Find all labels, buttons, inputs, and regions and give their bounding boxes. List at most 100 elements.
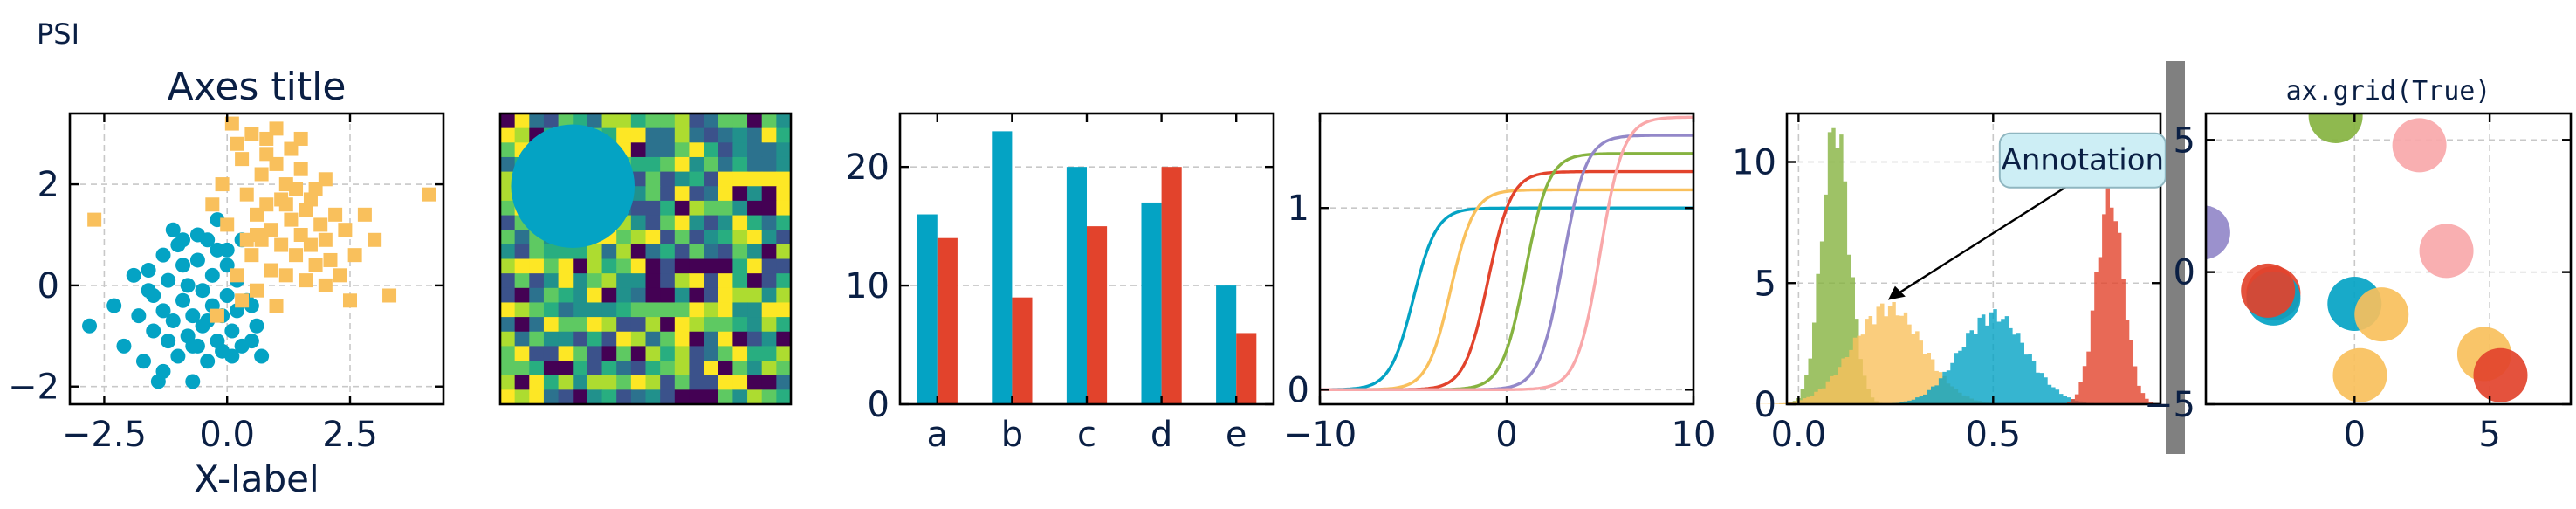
heatmap-cell xyxy=(747,361,763,376)
heatmap-cell xyxy=(630,273,647,289)
scatter-point-square xyxy=(318,232,333,247)
heatmap-cell xyxy=(514,375,530,390)
heatmap-cell xyxy=(776,287,792,304)
scatter-point-square xyxy=(259,147,274,162)
scatter-point-circle xyxy=(244,334,259,349)
y-tick-label: 0 xyxy=(1755,385,1776,425)
heatmap-cell xyxy=(500,317,516,333)
heatmap-cell xyxy=(689,361,704,376)
heatmap-cell xyxy=(776,331,792,347)
scatter-point-square xyxy=(224,116,239,131)
scatter-point-square xyxy=(278,268,293,283)
heatmap-cell xyxy=(616,113,632,129)
heatmap-cell xyxy=(689,317,704,333)
histogram-panel: 0.0 0.5 0 5 10 Annotation xyxy=(1732,112,2167,455)
heatmap-cell xyxy=(761,142,777,158)
heatmap-cell xyxy=(645,127,661,143)
scatter-point-circle xyxy=(249,318,264,334)
scatter-point-circle xyxy=(155,247,171,263)
scatter-point xyxy=(2392,118,2447,173)
bar xyxy=(1216,285,1237,404)
heatmap-cell xyxy=(704,331,719,347)
scatter-point-circle xyxy=(170,348,186,364)
x-tick-label: 0.0 xyxy=(1771,415,1827,455)
scatter-point-square xyxy=(293,131,308,146)
heatmap-cell xyxy=(747,200,763,217)
heatmap-cell xyxy=(704,389,719,405)
heatmap-cell xyxy=(776,230,792,245)
scatter-point-circle xyxy=(189,252,205,268)
heatmap-cell xyxy=(660,317,676,333)
x-tick-label: d xyxy=(1151,415,1172,455)
heatmap-cell xyxy=(660,302,676,318)
heatmap-cell xyxy=(674,113,690,129)
heatmap-cell xyxy=(558,287,574,304)
scatter-point-square xyxy=(250,283,264,298)
x-axis-label: X-label xyxy=(194,457,319,500)
heatmap-cell xyxy=(500,287,516,304)
heatmap-cell xyxy=(674,317,690,333)
scatter-point-circle xyxy=(224,348,240,364)
heatmap-cell xyxy=(674,273,690,289)
x-tick-label: 10 xyxy=(1672,415,1716,455)
heatmap-cell xyxy=(500,244,516,260)
heatmap-cell xyxy=(761,346,777,361)
heatmap-cell xyxy=(529,331,545,347)
heatmap-cell xyxy=(660,142,676,158)
line-series xyxy=(1320,115,1693,391)
heatmap-cell xyxy=(704,142,719,158)
heatmap-cell xyxy=(704,302,719,318)
scatter-point-square xyxy=(264,223,278,237)
heatmap-cell xyxy=(645,230,661,245)
heatmap-cell xyxy=(514,389,530,405)
heatmap-cell xyxy=(660,244,676,260)
x-tick-label: e xyxy=(1226,415,1247,455)
heatmap-cell xyxy=(718,215,733,230)
heatmap-cell xyxy=(704,375,719,390)
heatmap-cell xyxy=(630,200,647,217)
heatmap-cell xyxy=(500,142,516,158)
heatmap-cell xyxy=(514,361,530,376)
heatmap-cell xyxy=(704,361,719,376)
heatmap-cell xyxy=(718,317,733,333)
scatter-point-square xyxy=(303,237,318,252)
heatmap-cell xyxy=(543,389,560,405)
heatmap-cell xyxy=(732,156,748,173)
heatmap-cell xyxy=(529,244,545,260)
heatmap-cell xyxy=(514,127,530,143)
y-tick-label: 0 xyxy=(2174,253,2195,293)
heatmap-cell xyxy=(674,375,690,390)
heatmap-cell xyxy=(718,302,733,318)
heatmap-cell xyxy=(573,389,588,405)
heatmap-cell xyxy=(630,258,647,274)
heatmap-cell xyxy=(718,273,733,289)
axes-frame xyxy=(68,112,445,406)
heatmap-cell xyxy=(543,287,560,304)
heatmap-cell xyxy=(645,273,661,289)
heatmap-cell xyxy=(660,171,676,187)
heatmap-cell xyxy=(747,346,763,361)
heatmap-cell xyxy=(616,258,632,274)
scatter-point xyxy=(2419,224,2474,279)
heatmap-cell xyxy=(645,258,661,274)
heatmap-cell xyxy=(689,215,704,230)
scatter-point-circle xyxy=(155,363,171,379)
heatmap-cell xyxy=(587,389,603,405)
heatmap-cell xyxy=(514,346,530,361)
heatmap-cell xyxy=(616,317,632,333)
heatmap-cell xyxy=(587,346,603,361)
heatmap-cell xyxy=(660,375,676,390)
y-tick-label: 1 xyxy=(1288,189,1309,229)
heatmap-cell xyxy=(573,273,588,289)
heatmap-cell xyxy=(529,302,545,318)
heatmap-cell xyxy=(500,375,516,390)
heatmap-cell xyxy=(718,156,733,173)
heatmap-cell xyxy=(601,302,617,318)
scatter-point xyxy=(2241,263,2296,318)
x-tick-label: c xyxy=(1077,415,1096,455)
heatmap-cell xyxy=(587,317,603,333)
heatmap-cell xyxy=(500,302,516,318)
scatter-point-square xyxy=(357,207,372,222)
heatmap-cell xyxy=(529,113,545,129)
heatmap-cell xyxy=(587,287,603,304)
